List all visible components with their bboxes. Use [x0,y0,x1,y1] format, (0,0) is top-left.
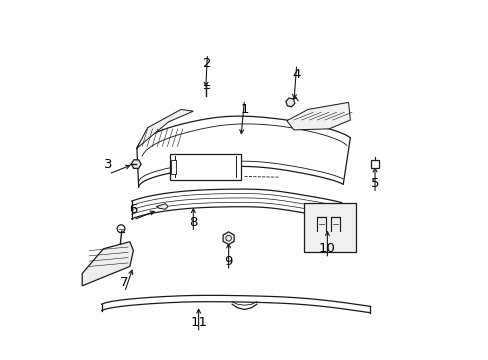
Polygon shape [82,242,133,286]
Text: 8: 8 [189,216,197,229]
Bar [304,203,355,252]
Polygon shape [131,189,341,220]
Polygon shape [137,116,349,187]
Text: 9: 9 [224,255,232,267]
Text: 2: 2 [203,57,211,70]
Text: 7: 7 [120,276,128,289]
Text: 3: 3 [104,158,113,171]
Text: 10: 10 [318,242,335,255]
Bar [370,160,379,168]
Bar [170,154,241,180]
Text: 4: 4 [292,68,300,81]
Polygon shape [156,204,167,209]
Text: 1: 1 [240,103,248,116]
Bar [171,160,176,174]
Polygon shape [102,295,369,312]
Text: 11: 11 [190,316,207,329]
Polygon shape [286,102,349,130]
Text: 5: 5 [370,177,379,190]
Text: 6: 6 [129,203,137,216]
Polygon shape [137,109,193,148]
